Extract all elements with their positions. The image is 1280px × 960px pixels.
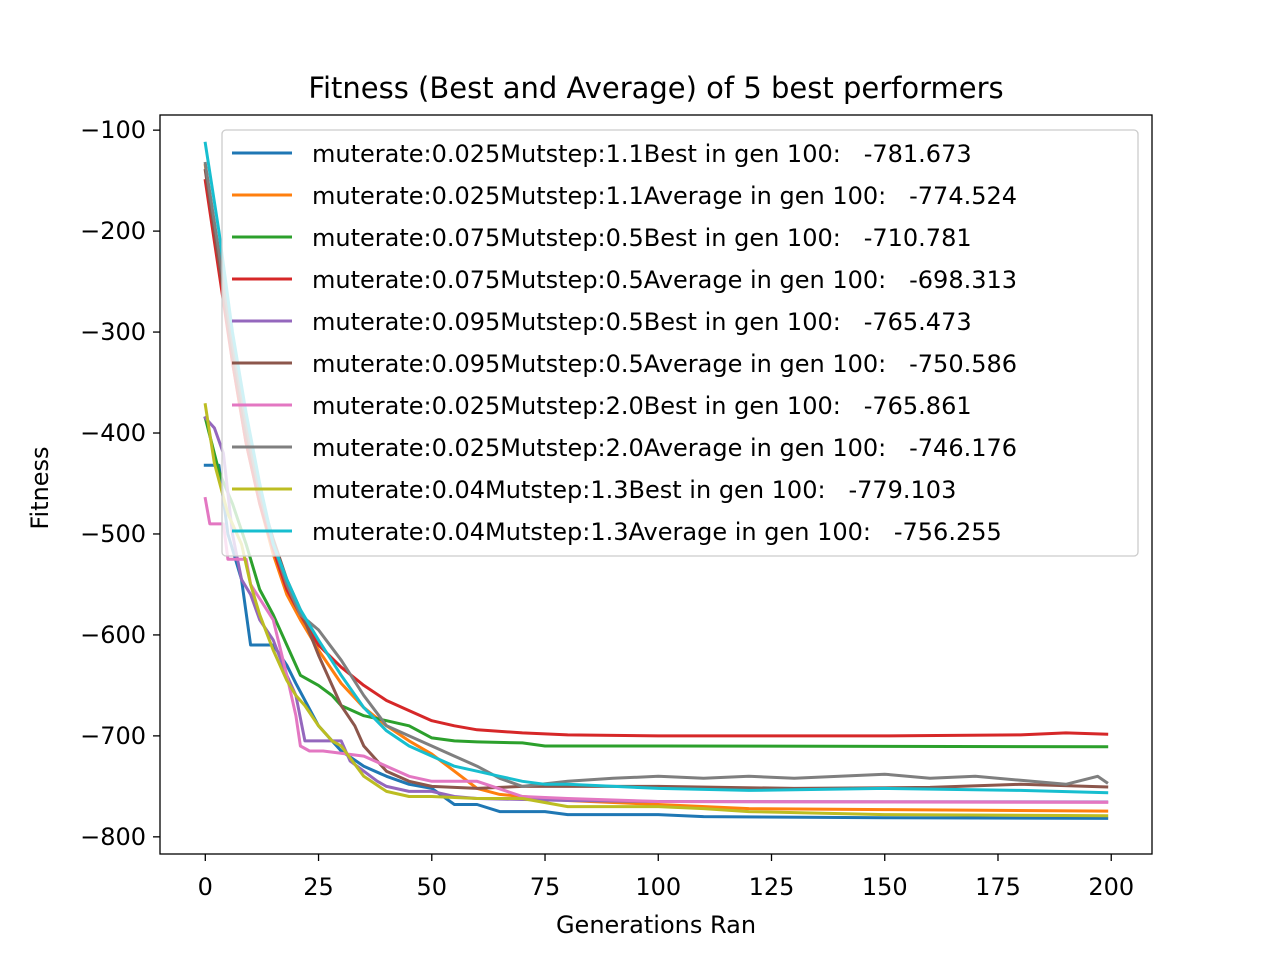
series-line-1 [203, 463, 1109, 820]
chart-title: Fitness (Best and Average) of 5 best per… [308, 71, 1003, 105]
y-tick-label: −400 [80, 419, 146, 447]
legend-entry-label: muterate:0.04Mutstep:1.3Best in gen 100:… [312, 476, 956, 504]
x-tick-label: 0 [198, 873, 213, 901]
legend-entry-label: muterate:0.075Mutstep:0.5Average in gen … [312, 266, 1017, 294]
legend-entry-label: muterate:0.04Mutstep:1.3Average in gen 1… [312, 518, 1002, 546]
y-tick-label: −700 [80, 722, 146, 750]
x-tick-label: 150 [862, 873, 908, 901]
y-tick-label: −200 [80, 217, 146, 245]
x-axis: 0 25 50 75 100 125 150 175 200 [198, 854, 1134, 901]
x-tick-label: 175 [975, 873, 1021, 901]
x-tick-label: 200 [1088, 873, 1134, 901]
legend-entry-label: muterate:0.025Mutstep:2.0Best in gen 100… [312, 392, 972, 420]
y-tick-label: −300 [80, 318, 146, 346]
legend-entry-label: muterate:0.095Mutstep:0.5Average in gen … [312, 350, 1017, 378]
legend-entry-label: muterate:0.025Mutstep:1.1Average in gen … [312, 182, 1017, 210]
x-tick-label: 100 [635, 873, 681, 901]
x-axis-label: Generations Ran [556, 911, 756, 939]
legend-box [221, 129, 1139, 557]
legend-entry-label: muterate:0.075Mutstep:0.5Best in gen 100… [312, 224, 972, 252]
legend-entry-label: muterate:0.025Mutstep:2.0Average in gen … [312, 434, 1017, 462]
y-axis: −100 −200 −300 −400 −500 −600 −700 −800 [80, 116, 160, 851]
legend: muterate:0.025Mutstep:1.1Best in gen 100… [221, 129, 1139, 557]
x-tick-label: 50 [417, 873, 448, 901]
x-tick-label: 125 [749, 873, 795, 901]
y-tick-label: −600 [80, 621, 146, 649]
series-line-9 [203, 402, 1109, 818]
series-line-7 [203, 496, 1109, 804]
plot-frame [159, 114, 1153, 855]
y-axis-label: Fitness [26, 446, 54, 529]
legend-entry-label: muterate:0.025Mutstep:1.1Best in gen 100… [312, 140, 972, 168]
x-tick-label: 25 [303, 873, 334, 901]
x-tick-label: 75 [530, 873, 561, 901]
y-tick-label: −100 [80, 116, 146, 144]
y-tick-label: −800 [80, 823, 146, 851]
legend-entry-label: muterate:0.095Mutstep:0.5Best in gen 100… [312, 308, 972, 336]
y-tick-label: −500 [80, 520, 146, 548]
